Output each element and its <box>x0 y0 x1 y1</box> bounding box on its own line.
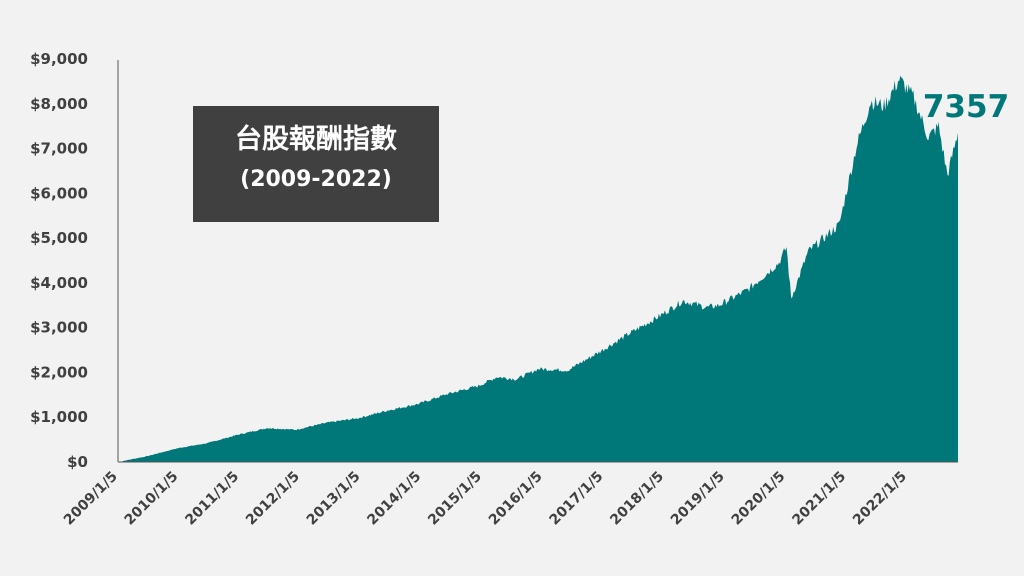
x-tick-label: 2009/1/5 <box>61 469 121 529</box>
x-tick-label: 2016/1/5 <box>486 469 546 529</box>
y-tick-label: $7,000 <box>30 140 88 158</box>
x-tick-label: 2021/1/5 <box>789 469 849 529</box>
x-tick-label: 2018/1/5 <box>607 469 667 529</box>
x-tick-label: 2014/1/5 <box>364 469 424 529</box>
x-tick-label: 2015/1/5 <box>425 469 485 529</box>
chart-subtitle: (2009-2022) <box>240 167 392 192</box>
x-tick-label: 2020/1/5 <box>729 469 789 529</box>
y-tick-label: $1,000 <box>30 408 88 426</box>
y-tick-label: $0 <box>67 453 88 471</box>
y-tick-label: $6,000 <box>30 184 88 202</box>
y-tick-labels: $0 $1,000 $2,000 $3,000 $4,000 $5,000 $6,000 $7… <box>30 50 88 471</box>
y-tick-label: $4,000 <box>30 274 88 292</box>
x-tick-label: 2019/1/5 <box>668 469 728 529</box>
x-tick-label: 2010/1/5 <box>122 469 182 529</box>
y-tick-label: $9,000 <box>30 50 88 68</box>
x-tick-label: 2012/1/5 <box>243 469 303 529</box>
x-tick-label: 2013/1/5 <box>304 469 364 529</box>
y-tick-label: $8,000 <box>30 95 88 113</box>
x-tick-label: 2017/1/5 <box>547 469 607 529</box>
x-tick-labels: 2009/1/5 2010/1/5 2011/1/5 2012/1/5 2013/1/5… <box>61 469 910 529</box>
x-tick-label: 2022/1/5 <box>850 469 910 529</box>
y-tick-label: $5,000 <box>30 229 88 247</box>
y-tick-label: $2,000 <box>30 363 88 381</box>
chart-title-box: 台股報酬指數 (2009-2022) <box>193 106 439 222</box>
x-tick-label: 2011/1/5 <box>182 469 242 529</box>
chart-title: 台股報酬指數 <box>235 124 397 155</box>
y-tick-label: $3,000 <box>30 319 88 337</box>
series-area <box>118 75 958 462</box>
end-value-label: 7357 <box>923 89 1009 125</box>
